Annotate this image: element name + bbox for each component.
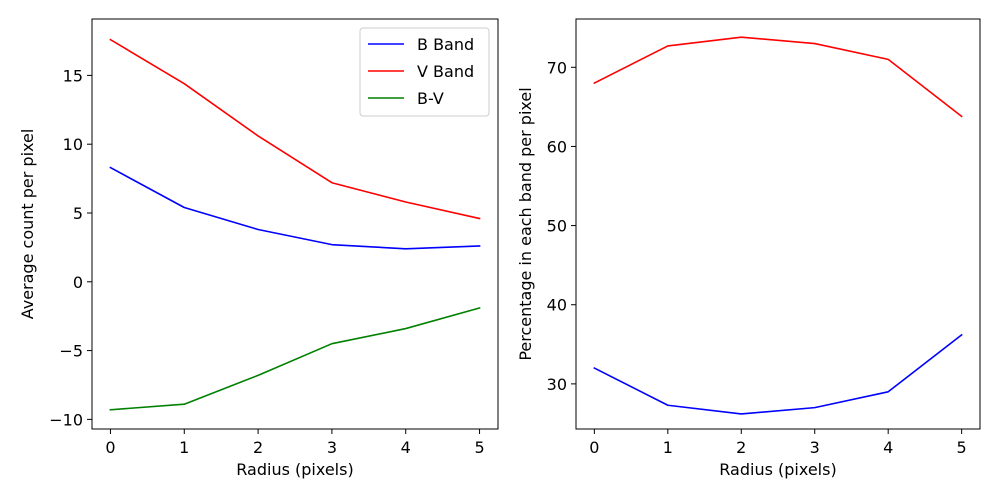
y-tick-label: 30 [547, 375, 567, 394]
series-line-b-band [109, 166, 481, 250]
legend-label: B-V [417, 89, 444, 108]
y-tick-label: 15 [63, 66, 83, 85]
y-tick-label: 60 [547, 137, 567, 156]
plot-frame [91, 18, 499, 430]
y-axis-label: Average count per pixel [18, 129, 37, 320]
y-tick-label: 0 [73, 273, 83, 292]
x-tick-label: 0 [589, 438, 599, 457]
y-tick-label: 5 [73, 204, 83, 223]
x-tick-label: 4 [883, 438, 893, 457]
x-tick-label: 2 [253, 438, 263, 457]
x-tick-label: 2 [736, 438, 746, 457]
series-line-b-v [109, 306, 481, 411]
chart-panel-1: 0 1 2 3 4 5 −10 −5 0 5 10 15 Radius (pixels) Average … [18, 18, 499, 479]
legend-box [359, 27, 490, 117]
y-tick-label: 50 [547, 217, 567, 236]
x-tick-label: 0 [105, 438, 115, 457]
x-axis-label: Radius (pixels) [236, 460, 353, 479]
x-tick-label: 1 [663, 438, 673, 457]
y-tick-label: 70 [547, 58, 567, 77]
y-tick-label: −5 [59, 342, 83, 361]
x-tick-label: 1 [179, 438, 189, 457]
series-line-1 [593, 333, 963, 415]
y-tick-label: −10 [49, 410, 83, 429]
plot-frame [575, 18, 981, 430]
x-tick-label: 3 [810, 438, 820, 457]
legend-label: B Band [417, 35, 474, 54]
chart-panel-2: 0 1 2 3 4 5 30 40 50 60 70 Radius (pixels) Percentag… [516, 18, 981, 479]
x-tick-label: 5 [474, 438, 484, 457]
x-tick-label: 4 [401, 438, 411, 457]
legend-label: V Band [417, 62, 474, 81]
y-axis-label: Percentage in each band per pixel [516, 87, 535, 360]
x-tick-label: 3 [327, 438, 337, 457]
series-line-2 [593, 36, 963, 118]
y-tick-label: 10 [63, 135, 83, 154]
legend: B Band V Band B-V [359, 27, 490, 117]
x-axis-label: Radius (pixels) [719, 460, 836, 479]
y-tick-label: 40 [547, 296, 567, 315]
x-tick-label: 5 [957, 438, 967, 457]
series-line-v-band [109, 38, 481, 220]
